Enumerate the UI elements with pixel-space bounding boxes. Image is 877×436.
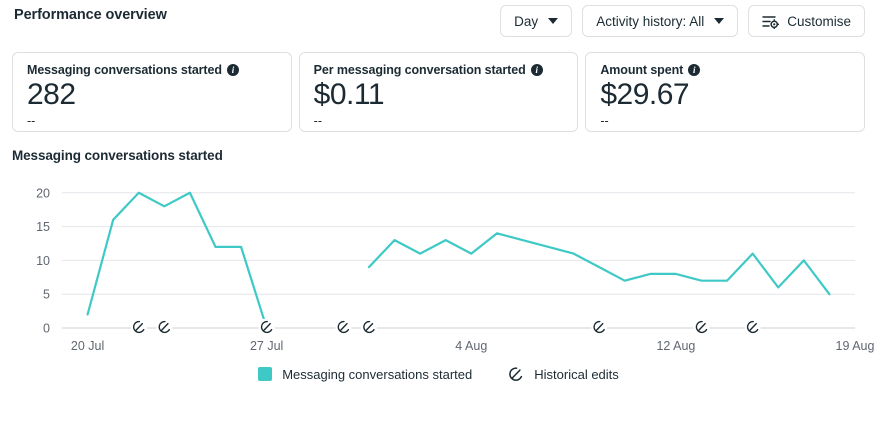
stat-card-value: 282	[27, 78, 76, 111]
day-dropdown[interactable]: Day	[500, 5, 573, 37]
y-axis-tick-label: 10	[36, 254, 50, 268]
stat-cards: Messaging conversations started i 282 --…	[12, 52, 866, 132]
chevron-down-icon	[714, 18, 725, 24]
legend-item-series[interactable]: Messaging conversations started	[258, 367, 472, 382]
header-controls: Day Activity history: All	[500, 5, 865, 37]
stat-card-label: Per messaging conversation started i	[314, 63, 564, 77]
chart-container: 0 5 10 15 20 20 Jul 27 Jul 4 Aug 12 Aug 19 Aug	[0, 168, 877, 368]
stat-card-per-messaging-conversation-started[interactable]: Per messaging conversation started i $0.…	[298, 52, 579, 132]
day-dropdown-label: Day	[514, 13, 539, 29]
stat-card-messaging-conversations-started[interactable]: Messaging conversations started i 282 --	[12, 52, 292, 132]
historical-edit-marker-icon[interactable]	[693, 319, 710, 336]
info-icon[interactable]: i	[688, 64, 701, 76]
historical-edit-marker-icon[interactable]	[130, 319, 147, 336]
chart-legend: Messaging conversations started Historic…	[0, 366, 877, 382]
chart-title: Messaging conversations started	[12, 148, 223, 163]
customise-button-label: Customise	[787, 13, 851, 29]
activity-history-dropdown[interactable]: Activity history: All	[582, 5, 739, 37]
x-axis-tick-label: 19 Aug	[836, 339, 875, 353]
stat-card-label: Messaging conversations started i	[27, 63, 277, 77]
stat-card-subvalue: --	[27, 113, 36, 128]
activity-history-dropdown-label: Activity history: All	[596, 13, 705, 29]
line-chart[interactable]: 0 5 10 15 20 20 Jul 27 Jul 4 Aug 12 Aug 19 Aug	[0, 168, 877, 368]
info-icon[interactable]: i	[226, 64, 239, 76]
stat-card-subvalue: --	[600, 113, 609, 128]
x-axis-tick-label: 12 Aug	[656, 339, 695, 353]
panel-header: Performance overview Day Activity histor…	[0, 0, 877, 44]
legend-series-label: Messaging conversations started	[282, 366, 473, 382]
y-axis-tick-label: 20	[36, 186, 50, 200]
historical-edit-marker-icon[interactable]	[360, 319, 377, 336]
stat-card-subvalue: --	[313, 113, 322, 128]
historical-edit-marker-icon[interactable]	[258, 319, 275, 336]
legend-edits-label: Historical edits	[534, 366, 619, 382]
historical-edit-marker-icon[interactable]	[744, 319, 761, 336]
y-axis-tick-label: 5	[43, 288, 50, 302]
historical-edit-marker-icon[interactable]	[335, 319, 352, 336]
chevron-down-icon	[548, 18, 559, 24]
sliders-settings-icon	[762, 14, 780, 29]
x-axis-tick-label: 4 Aug	[455, 339, 487, 353]
page-title: Performance overview	[14, 7, 167, 23]
chart-line-segment	[86, 191, 268, 330]
customise-button[interactable]: Customise	[748, 5, 865, 37]
stat-card-label-text: Amount spent	[600, 63, 684, 77]
x-axis-tick-label: 20 Jul	[71, 339, 104, 353]
x-axis-tick-label: 27 Jul	[250, 339, 283, 353]
historical-edit-icon	[508, 366, 524, 382]
stat-card-value: $29.67	[600, 78, 690, 111]
y-axis-tick-label: 15	[36, 220, 50, 234]
historical-edit-marker-icon[interactable]	[591, 319, 608, 336]
legend-item-historical-edits[interactable]: Historical edits	[508, 366, 619, 382]
stat-card-label-text: Messaging conversations started	[27, 63, 222, 77]
chart-line-segment	[367, 232, 831, 296]
info-icon[interactable]: i	[530, 64, 543, 76]
historical-edit-marker-icon[interactable]	[156, 319, 173, 336]
stat-card-value: $0.11	[313, 78, 385, 111]
stat-card-label: Amount spent i	[600, 63, 850, 77]
stat-card-label-text: Per messaging conversation started	[313, 63, 526, 77]
y-axis-tick-label: 0	[43, 322, 50, 336]
legend-color-swatch	[258, 367, 273, 381]
stat-card-amount-spent[interactable]: Amount spent i $29.67 --	[585, 52, 866, 132]
